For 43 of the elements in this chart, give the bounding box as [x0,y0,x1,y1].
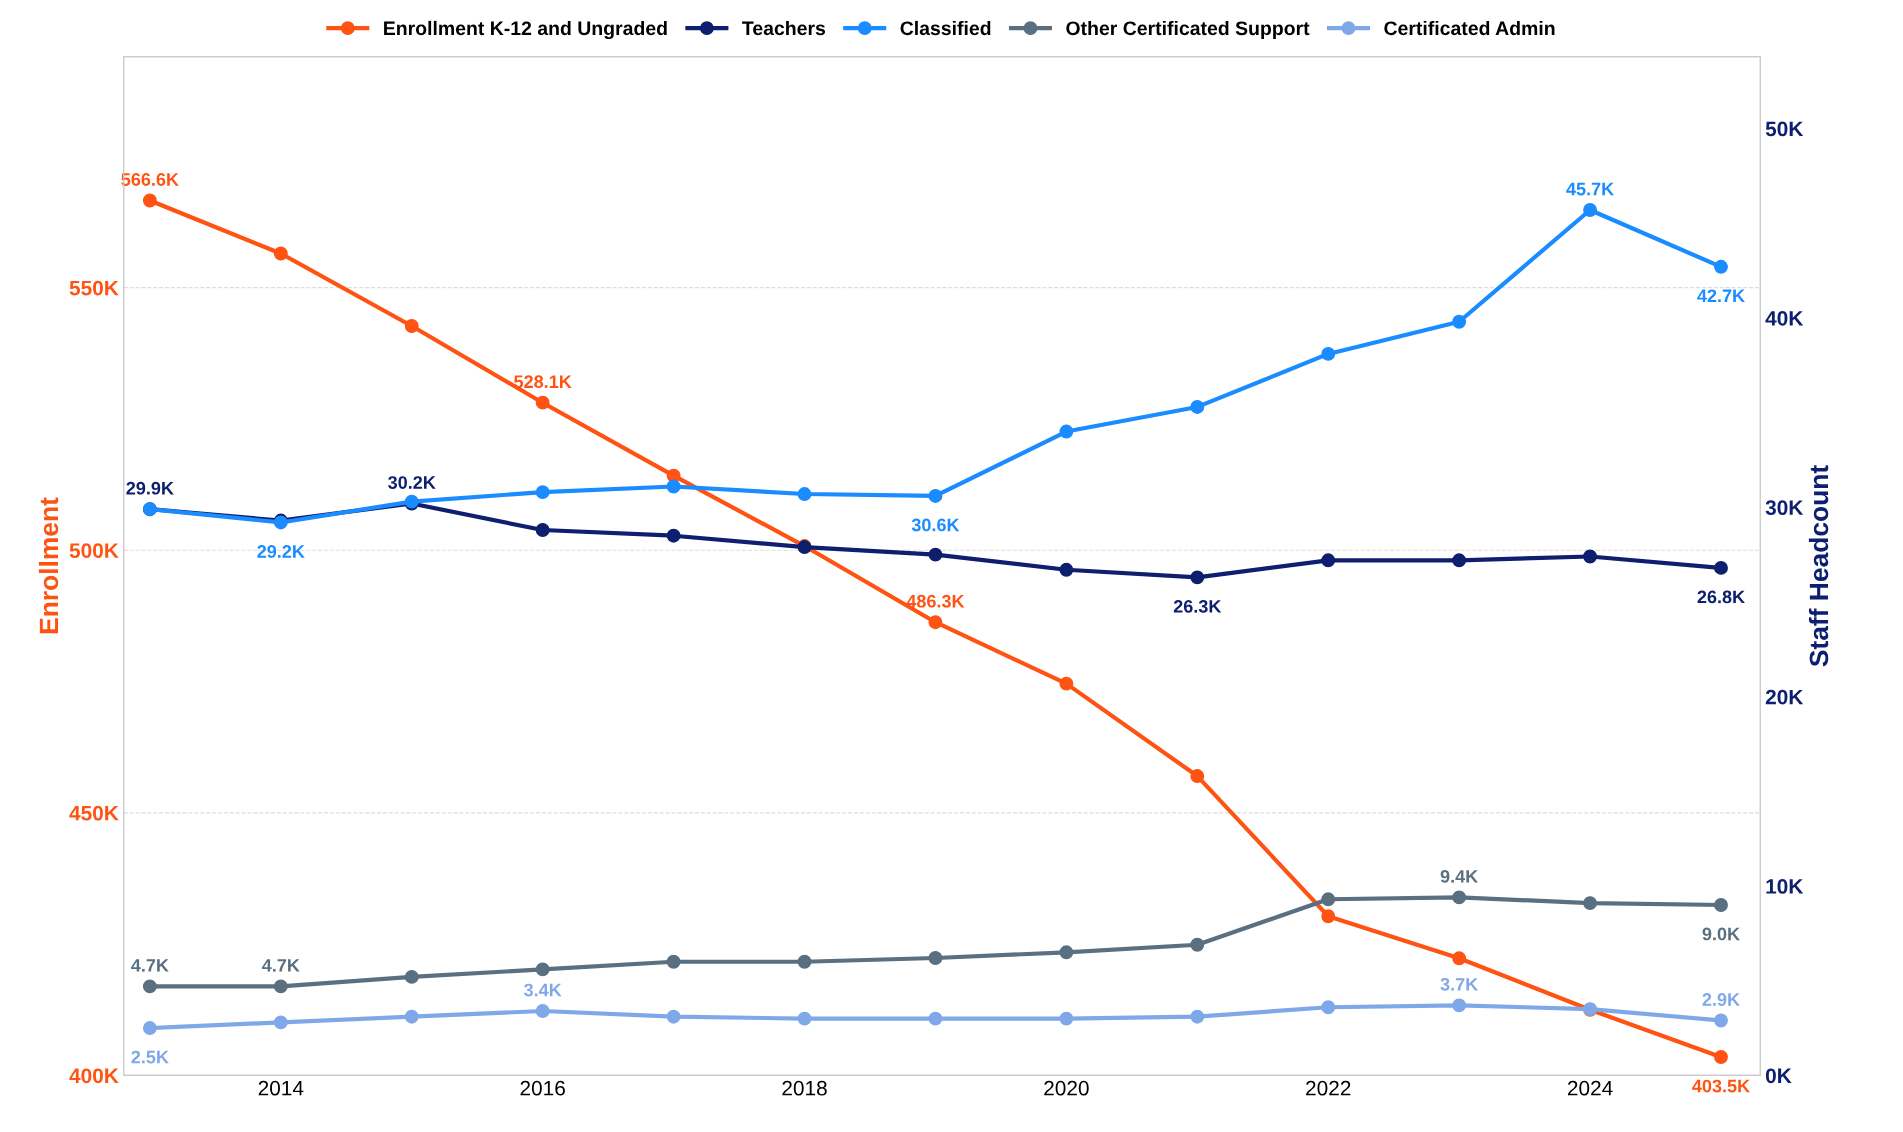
data-label: 2.5K [131,1050,169,1064]
y2-tick-label: 20K [1765,689,1804,705]
data-label: 29.9K [126,481,174,495]
y-axis-title: Enrollment [38,497,59,634]
x-tick-label: 2020 [1044,1080,1089,1096]
y2-tick-label: 50K [1765,121,1804,137]
x-tick-label: 2018 [782,1080,827,1096]
data-label: 30.2K [388,476,436,489]
y2-tick-label: 10K [1766,879,1804,894]
x-tick-label: 2024 [1567,1080,1613,1096]
y2-axis-title: Staff Headcount [1808,465,1829,667]
data-label: 45.7K [1566,182,1614,196]
y2-tick-label: 0K [1765,1068,1792,1084]
y2-tick-label: 30K [1765,500,1804,516]
data-label: 2.9K [1702,993,1740,1006]
data-label: 26.3K [1173,599,1222,613]
legend-label: Certificated Admin [1384,20,1555,36]
data-label: 3.7K [1440,977,1479,991]
data-label: 29.2K [257,545,305,558]
y2-tick-label: 40K [1765,310,1804,326]
data-label: 26.8K [1697,590,1745,604]
legend-label: Teachers [742,20,826,36]
data-label: 42.7K [1697,289,1745,303]
data-label: 30.6K [911,518,960,532]
data-label: 566.6K [121,173,179,186]
x-tick-label: 2016 [520,1080,565,1096]
data-label: 4.7K [262,959,300,972]
data-label: 486.3K [906,594,965,608]
data-label: 403.5K [1692,1079,1750,1093]
data-label: 9.0K [1702,927,1740,941]
x-tick-label: 2022 [1306,1080,1351,1096]
legend-label: Classified [900,20,991,36]
y-tick-label: 550K [69,280,119,296]
y-tick-label: 500K [69,543,119,558]
legend-label: Enrollment K-12 and Ungraded [384,20,667,40]
data-label: 9.4K [1440,870,1479,883]
x-tick-label: 2014 [258,1080,304,1096]
y-tick-label: 400K [69,1068,119,1084]
y-tick-label: 450K [69,805,119,821]
data-label: 3.4K [524,983,562,997]
legend-label: Other Certificated Support [1066,20,1310,40]
data-label: 528.1K [514,375,572,389]
data-label: 4.7K [131,959,169,972]
